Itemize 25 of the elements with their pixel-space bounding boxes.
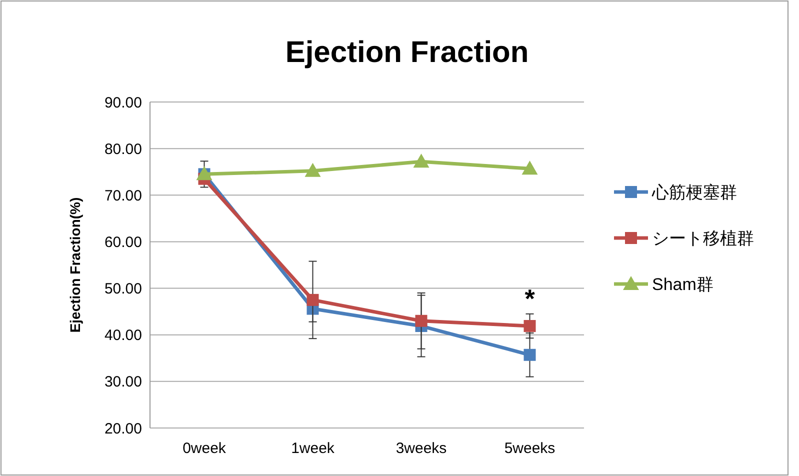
y-tick-label: 30.00 [104, 374, 142, 391]
x-tick-label: 0week [182, 440, 226, 457]
legend-label: 心筋梗塞群 [651, 182, 737, 202]
y-tick-label: 70.00 [104, 187, 142, 204]
point [522, 160, 538, 175]
point [524, 320, 536, 332]
x-tick-label: 3weeks [396, 440, 447, 457]
legend-label: シート移植群 [652, 228, 754, 248]
legend-label: Sham群 [652, 274, 714, 294]
point [415, 314, 428, 327]
y-tick-label: 80.00 [104, 140, 142, 158]
y-axis-title: Ejection Fraction(%) [67, 197, 83, 333]
y-tick-label: 90.00 [104, 94, 142, 112]
y-tick-label: 50.00 [104, 280, 142, 298]
y-tick-label: 60.00 [104, 234, 142, 251]
x-tick-label: 5weeks [504, 440, 556, 457]
y-tick-label: 20.00 [104, 420, 142, 438]
point [413, 154, 430, 168]
chart-title: Ejection Fraction [285, 36, 529, 69]
point [306, 294, 319, 306]
point [524, 348, 536, 361]
annotation: * [524, 283, 536, 314]
y-tick-label: 40.00 [104, 327, 142, 344]
point [304, 162, 321, 177]
x-tick-label: 1week [291, 440, 335, 457]
